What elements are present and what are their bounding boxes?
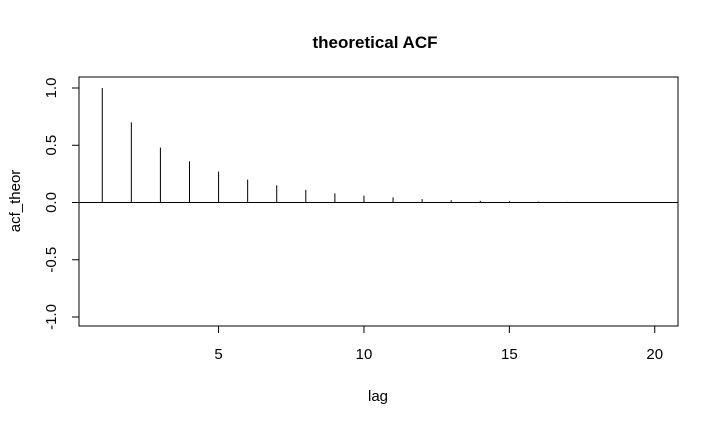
chart-title: theoretical ACF — [312, 33, 437, 52]
plot-frame — [78, 76, 679, 327]
x-tick-label: 5 — [214, 346, 222, 363]
acf-bars — [101, 88, 656, 203]
y-axis: -1.0 -0.5 0.0 0.5 1.0 — [43, 78, 79, 330]
x-tick-label: 15 — [501, 346, 518, 363]
x-axis-label: lag — [368, 388, 388, 405]
y-tick-label: -1.0 — [43, 304, 60, 330]
y-tick-label: 0.5 — [43, 135, 60, 156]
y-tick-label: 1.0 — [43, 78, 60, 99]
y-tick-label: 0.0 — [43, 192, 60, 213]
x-tick-label: 10 — [356, 346, 373, 363]
y-axis-label: acf_theor — [7, 170, 24, 233]
x-tick-label: 20 — [646, 346, 663, 363]
y-tick-label: -0.5 — [43, 247, 60, 273]
x-axis: 5 10 15 20 — [214, 326, 663, 363]
